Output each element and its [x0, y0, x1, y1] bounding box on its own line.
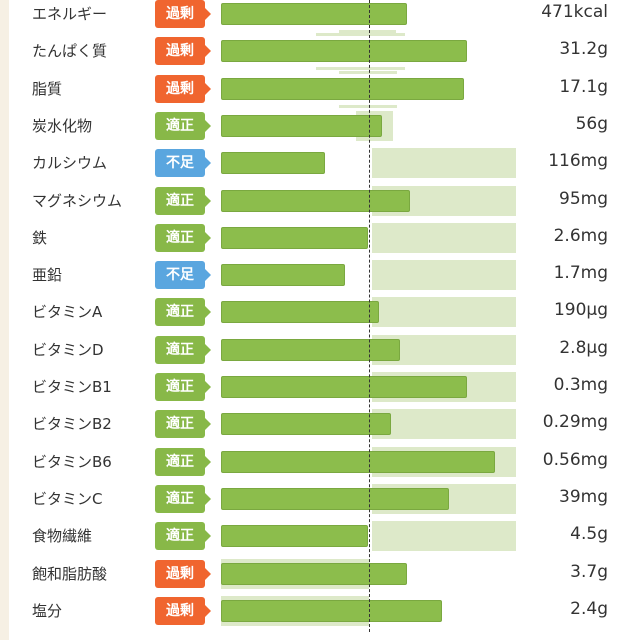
intake-bar [221, 40, 467, 63]
intake-value: 95mg [559, 188, 608, 209]
status-badge: 適正 [155, 223, 211, 252]
nutrient-label: 脂質 [32, 79, 63, 98]
intake-bar [221, 114, 383, 137]
status-badge: 適正 [155, 373, 211, 401]
intake-bar [221, 338, 401, 361]
nutrient-label: 食物繊維 [32, 527, 93, 546]
nutrient-label: 亜鉛 [32, 266, 63, 285]
intake-value: 39mg [559, 486, 608, 507]
intake-value: 31.2g [559, 39, 608, 60]
intake-value: 17.1g [559, 76, 608, 97]
status-badge: 適正 [155, 335, 211, 364]
recommended-range-band [371, 260, 516, 291]
nutrient-row: カルシウム 不足 116mg [0, 145, 640, 182]
intake-value: 0.29mg [542, 412, 608, 433]
status-badge: 過剰 [155, 559, 211, 588]
nutrient-label: 鉄 [32, 228, 48, 247]
recommended-range-band [371, 297, 516, 328]
status-badge: 適正 [155, 298, 211, 327]
intake-bar [221, 487, 449, 510]
intake-bar [221, 599, 442, 622]
nutrient-label: ビタミンB2 [32, 415, 112, 434]
nutrient-label: たんぱく質 [32, 42, 108, 61]
status-badge: 過剰 [155, 74, 211, 103]
intake-bar [221, 450, 495, 473]
intake-value: 0.56mg [542, 449, 608, 470]
status-badge: 過剰 [155, 37, 211, 66]
intake-value: 2.4g [570, 598, 608, 619]
nutrient-label: 炭水化物 [32, 116, 93, 135]
intake-bar [221, 226, 368, 249]
nutrient-label: ビタミンB6 [32, 452, 112, 471]
intake-bar [221, 413, 392, 436]
status-badge: 適正 [155, 111, 211, 140]
nutrient-row: ビタミンD 適正 2.8μg [0, 332, 640, 369]
status-badge: 過剰 [155, 0, 211, 28]
status-badge: 適正 [155, 410, 211, 439]
nutrient-label: カルシウム [32, 154, 108, 173]
nutrient-label: エネルギー [32, 5, 108, 23]
nutrient-row: エネルギー 過剰 471kcal [0, 0, 640, 33]
intake-value: 471kcal [541, 2, 608, 22]
recommended-range-band [371, 521, 516, 552]
status-badge: 適正 [155, 522, 211, 551]
recommended-range-band [371, 222, 516, 253]
nutrient-row: 飽和脂肪酸 過剰 3.7g [0, 556, 640, 593]
intake-value: 2.6mg [553, 225, 608, 246]
recommended-range-band [371, 409, 516, 440]
nutrient-label: 塩分 [32, 601, 63, 620]
intake-value: 116mg [548, 151, 608, 172]
intake-value: 1.7mg [553, 263, 608, 284]
recommended-range-band [371, 148, 516, 179]
nutrient-row: ビタミンA 適正 190μg [0, 294, 640, 331]
intake-value: 0.3mg [553, 375, 608, 395]
intake-value: 4.5g [570, 524, 608, 545]
nutrient-row: ビタミンB6 適正 0.56mg [0, 444, 640, 481]
nutrient-label: マグネシウム [32, 191, 123, 210]
nutrient-label: ビタミンB1 [32, 378, 112, 396]
nutrient-label: ビタミンD [32, 340, 104, 359]
nutrient-row: ビタミンB2 適正 0.29mg [0, 406, 640, 443]
status-badge: 過剰 [155, 596, 211, 625]
nutrient-row: 食物繊維 適正 4.5g [0, 518, 640, 555]
intake-bar [221, 189, 411, 212]
nutrient-row: 鉄 適正 2.6mg [0, 220, 640, 257]
nutrient-row: ビタミンB1 適正 0.3mg [0, 369, 640, 406]
nutrient-row: ビタミンC 適正 39mg [0, 481, 640, 518]
intake-bar [221, 301, 380, 324]
intake-bar [221, 77, 464, 100]
nutrient-label: ビタミンA [32, 303, 103, 322]
status-badge: 適正 [155, 484, 211, 513]
status-badge: 不足 [155, 261, 211, 290]
intake-value: 3.7g [570, 561, 608, 582]
nutrient-row: マグネシウム 適正 95mg [0, 183, 640, 220]
left-edge-strip [0, 0, 9, 640]
nutrient-label: 飽和脂肪酸 [32, 564, 108, 583]
nutrient-row: 亜鉛 不足 1.7mg [0, 257, 640, 294]
status-badge: 適正 [155, 186, 211, 215]
nutrient-label: ビタミンC [32, 489, 103, 508]
status-badge: 不足 [155, 149, 211, 178]
nutrient-row: 塩分 過剰 2.4g [0, 593, 640, 630]
intake-bar [221, 264, 346, 287]
status-badge: 適正 [155, 447, 211, 476]
intake-bar [221, 525, 368, 548]
intake-bar [221, 152, 325, 175]
intake-value: 56g [575, 113, 608, 134]
nutrient-row: 炭水化物 適正 56g [0, 108, 640, 145]
target-line [369, 0, 370, 632]
intake-bar [221, 3, 408, 25]
nutrient-row: 脂質 過剰 17.1g [0, 70, 640, 108]
intake-bar [221, 376, 467, 398]
intake-value: 190μg [553, 300, 608, 321]
intake-bar [221, 562, 408, 585]
nutrient-row: たんぱく質 過剰 31.2g [0, 33, 640, 71]
intake-value: 2.8μg [559, 337, 608, 358]
